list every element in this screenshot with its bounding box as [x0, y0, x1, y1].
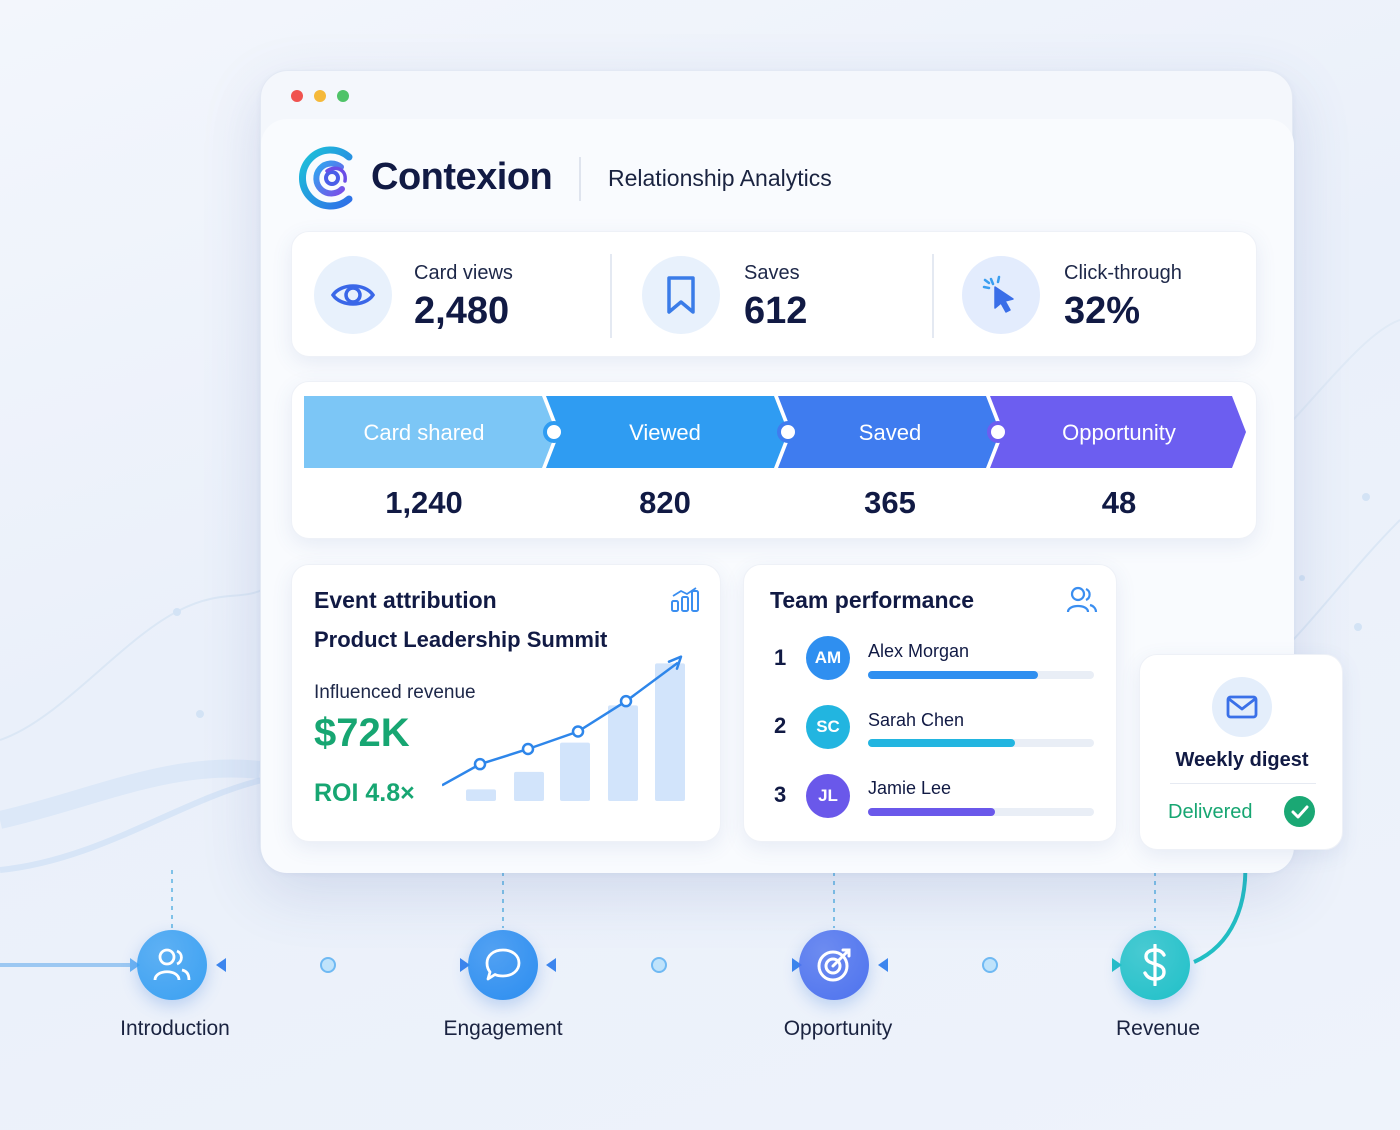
weekly-digest-card[interactable]: Weekly digest Delivered [1139, 654, 1343, 850]
revenue-label: Influenced revenue [314, 682, 476, 703]
avatar[interactable]: JL [806, 774, 850, 818]
member-score-bar [868, 808, 1094, 816]
eye-icon [314, 256, 392, 334]
cursor-click-icon [962, 256, 1040, 334]
journey-step-label: Opportunity [783, 1017, 893, 1040]
stat-label: Card views [414, 262, 513, 284]
app-window: Contexion Relationship Analytics Card vi… [260, 70, 1294, 873]
chart-point [473, 757, 487, 771]
team-performance-title: Team performance [770, 587, 975, 613]
stat-divider [610, 254, 612, 338]
window-content: Contexion Relationship Analytics Card vi… [261, 119, 1294, 873]
funnel-stage-shape [546, 396, 788, 468]
member-name[interactable]: Alex Morgan [868, 641, 970, 661]
funnel-stage-value: 820 [639, 485, 691, 520]
chart-bar [514, 771, 544, 801]
app-subtitle: Relationship Analytics [608, 165, 832, 191]
stat-value: 32% [1064, 290, 1141, 332]
member-score-fill [868, 808, 995, 816]
member-score-fill [868, 671, 1038, 679]
dollar-icon [1143, 944, 1166, 986]
conversion-funnel: Card shared Viewed Saved Opportunity 1,2… [291, 381, 1257, 539]
avatar[interactable]: SC [806, 705, 850, 749]
revenue-trend-chart [442, 655, 685, 801]
member-rank: 2 [774, 713, 787, 738]
chat-bubble-icon [485, 948, 521, 981]
journey-step-label: Engagement [443, 1017, 563, 1040]
funnel-stage-label: Opportunity [1062, 420, 1176, 445]
event-attribution-card[interactable]: Event attribution Product Leadership Sum… [291, 564, 721, 842]
funnel-stage-label: Viewed [629, 420, 701, 445]
journey-step-revenue[interactable] [1120, 930, 1190, 1000]
mail-icon [1212, 677, 1272, 737]
check-icon [1284, 796, 1315, 827]
roi-value: ROI 4.8× [314, 779, 415, 807]
avatar[interactable]: AM [806, 636, 850, 680]
member-score-bar [868, 739, 1094, 747]
chart-point [619, 694, 633, 708]
chart-bar [466, 789, 496, 801]
app-name: Contexion [371, 155, 553, 198]
bar-chart-icon[interactable] [670, 587, 700, 613]
stat-divider [932, 254, 934, 338]
bookmark-icon [642, 256, 720, 334]
contexion-logo-icon [299, 146, 353, 210]
member-rank: 1 [774, 645, 787, 670]
brand: Contexion [299, 141, 553, 213]
member-name[interactable]: Sarah Chen [868, 710, 965, 730]
maximize-window-button[interactable] [337, 90, 349, 102]
team-performance-card[interactable]: Team performance 1 AM Alex Morgan 2 SC S… [743, 564, 1117, 842]
stat-value: 2,480 [414, 290, 510, 332]
event-name: Product Leadership Summit [314, 627, 608, 652]
funnel-arrows [304, 396, 1246, 468]
event-attribution-title: Event attribution [314, 587, 497, 613]
member-rank: 3 [774, 782, 787, 807]
funnel-stage-shape [778, 396, 1000, 468]
chart-point [571, 725, 585, 738]
target-icon [817, 948, 851, 982]
chart-bar [560, 742, 590, 801]
journey-step-engagement[interactable] [468, 930, 538, 1000]
stat-saves[interactable]: Saves 612 [614, 232, 934, 358]
stat-card-views[interactable]: Card views 2,480 [292, 232, 612, 358]
funnel-stage-label: Saved [858, 420, 922, 445]
funnel-stage-value: 365 [864, 485, 916, 520]
stats-card: Card views 2,480 Saves 612 [291, 231, 1257, 357]
stat-click-through[interactable]: Click-through 32% [936, 232, 1256, 358]
stat-value: 612 [744, 290, 808, 332]
journey-step-label: Revenue [1115, 1017, 1201, 1040]
digest-divider [1170, 783, 1316, 784]
journey-step-opportunity[interactable] [799, 930, 869, 1000]
funnel-stage-value: 1,240 [385, 485, 463, 520]
stat-label: Click-through [1064, 262, 1182, 284]
chart-trend-line [442, 661, 679, 787]
digest-title: Weekly digest [1175, 749, 1309, 771]
chart-trend-arrow [667, 655, 683, 670]
minimize-window-button[interactable] [314, 90, 326, 102]
stat-label: Saves [744, 262, 800, 284]
users-icon[interactable] [1066, 585, 1098, 615]
member-name[interactable]: Jamie Lee [868, 778, 952, 798]
member-score-bar [868, 671, 1094, 679]
header-divider [579, 157, 581, 201]
close-window-button[interactable] [291, 90, 303, 102]
funnel-stage-value: 48 [1101, 485, 1137, 520]
journey-step-label: Introduction [120, 1017, 230, 1040]
funnel-stage-shape [304, 396, 556, 468]
window-controls [291, 90, 349, 102]
revenue-value: $72K [314, 711, 410, 755]
chart-bar [608, 705, 638, 801]
digest-status: Delivered [1168, 801, 1253, 823]
member-score-fill [868, 739, 1015, 747]
funnel-stage-label: Card shared [363, 420, 485, 445]
journey-step-introduction[interactable] [137, 930, 207, 1000]
chart-bar [655, 663, 685, 801]
users-icon [153, 948, 191, 981]
funnel-stage-shape [990, 396, 1246, 468]
chart-point [521, 742, 535, 756]
